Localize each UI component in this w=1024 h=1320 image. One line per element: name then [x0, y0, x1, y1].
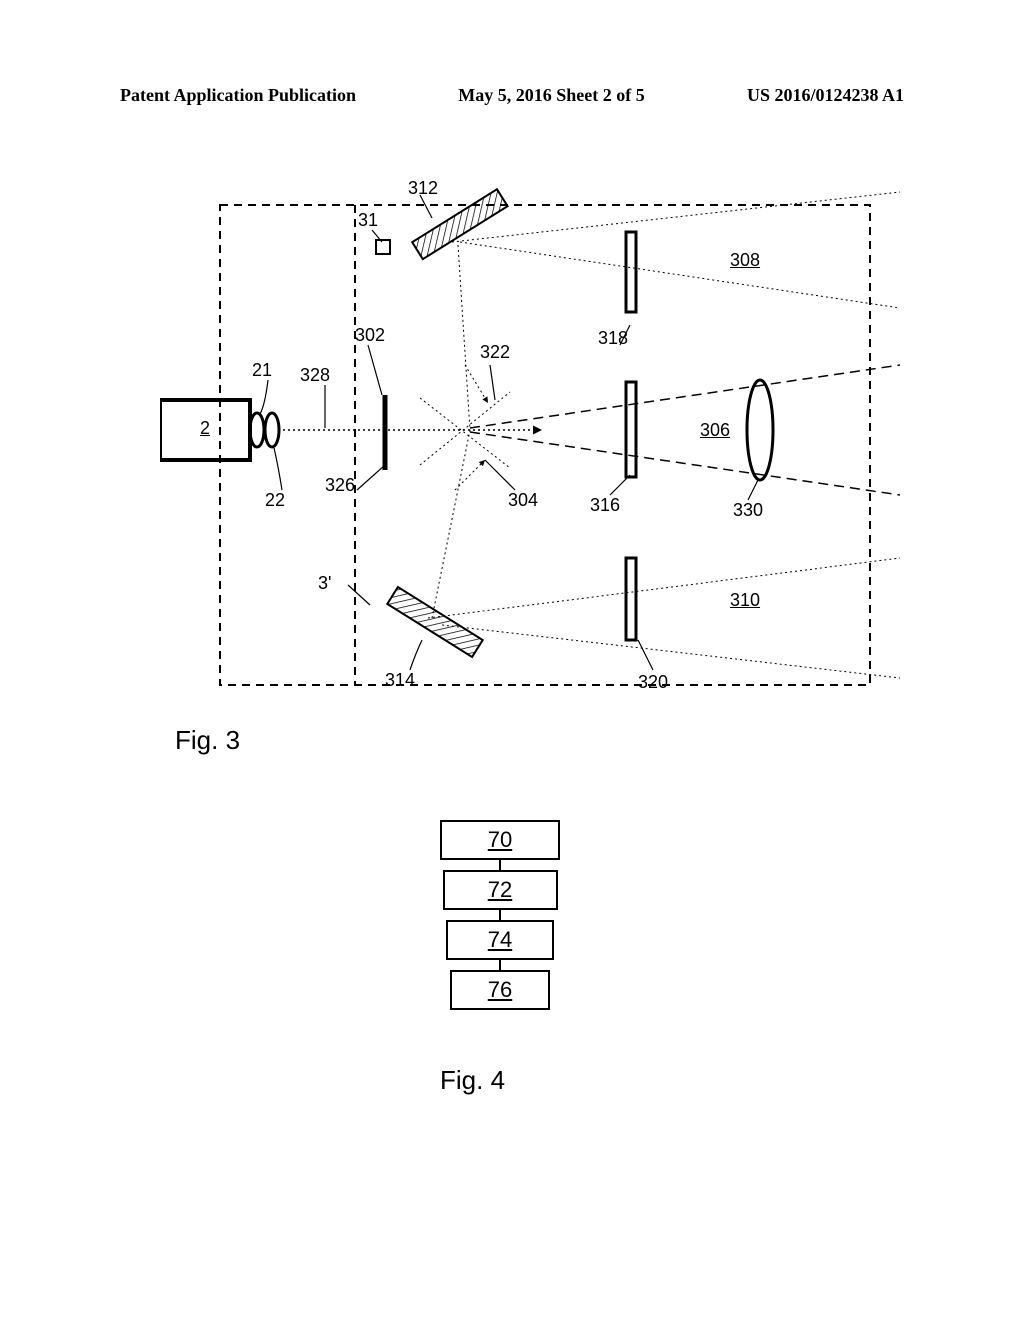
fig4-conn-3	[499, 960, 501, 970]
beam-mid-top	[470, 365, 900, 428]
leader-302	[368, 345, 382, 395]
leader-316	[610, 475, 630, 495]
leader-21	[260, 380, 268, 414]
detector-31	[376, 240, 390, 254]
label-3prime: 3'	[318, 573, 331, 594]
beam-upper-top	[452, 192, 900, 242]
fig4-box-70: 70	[440, 820, 560, 860]
leader-320	[638, 640, 653, 670]
label-328: 328	[300, 365, 330, 386]
fig4-conn-1	[499, 860, 501, 870]
plate-320	[626, 558, 636, 640]
header-right: US 2016/0124238 A1	[747, 85, 904, 106]
fig3-svg	[160, 170, 900, 700]
label-320: 320	[638, 672, 668, 693]
fig4-box-76: 76	[450, 970, 550, 1010]
arrow-322	[465, 365, 488, 403]
label-326: 326	[325, 475, 355, 496]
leader-22	[274, 448, 282, 490]
leader-3prime	[348, 585, 370, 605]
mirror-312	[412, 189, 507, 259]
label-310: 310	[730, 590, 760, 611]
label-304: 304	[508, 490, 538, 511]
fig4-box-74: 74	[446, 920, 554, 960]
plate-316	[626, 382, 636, 477]
label-2: 2	[200, 418, 210, 439]
label-312: 312	[408, 178, 438, 199]
plate-318	[626, 232, 636, 312]
figure-3: 312 31 308 318 302 322 21 328 2 306 326 …	[160, 170, 900, 700]
beam-mid-bot	[470, 432, 900, 495]
lens-330	[747, 380, 773, 480]
mirror-314	[387, 587, 482, 657]
arrow-324	[455, 460, 485, 490]
header-center: May 5, 2016 Sheet 2 of 5	[458, 85, 644, 106]
label-308: 308	[730, 250, 760, 271]
cross-3	[420, 398, 510, 468]
label-31: 31	[358, 210, 378, 231]
label-330: 330	[733, 500, 763, 521]
leader-326	[357, 465, 385, 490]
cross-2	[432, 430, 470, 618]
label-314: 314	[385, 670, 415, 691]
leader-304	[485, 460, 515, 490]
fig3-caption: Fig. 3	[175, 725, 240, 756]
beam-lower-top	[428, 558, 900, 618]
fig4-caption: Fig. 4	[440, 1065, 505, 1096]
label-21: 21	[252, 360, 272, 381]
header-left: Patent Application Publication	[120, 85, 356, 106]
label-318: 318	[598, 328, 628, 349]
leader-322	[490, 365, 495, 400]
cross-1	[458, 245, 470, 430]
label-22: 22	[265, 490, 285, 511]
leader-314	[410, 640, 422, 670]
label-302: 302	[355, 325, 385, 346]
leader-330	[748, 480, 758, 500]
cross-4	[420, 392, 510, 465]
beam-lower-bot	[442, 625, 900, 678]
lens-22	[265, 413, 279, 447]
lens-21	[250, 413, 264, 447]
label-322: 322	[480, 342, 510, 363]
fig4-box-72: 72	[443, 870, 558, 910]
beam-upper-bot	[460, 242, 900, 308]
label-306: 306	[700, 420, 730, 441]
figure-4: 70 72 74 76	[430, 820, 570, 1010]
fig4-conn-2	[499, 910, 501, 920]
label-316: 316	[590, 495, 620, 516]
page-header: Patent Application Publication May 5, 20…	[0, 85, 1024, 106]
